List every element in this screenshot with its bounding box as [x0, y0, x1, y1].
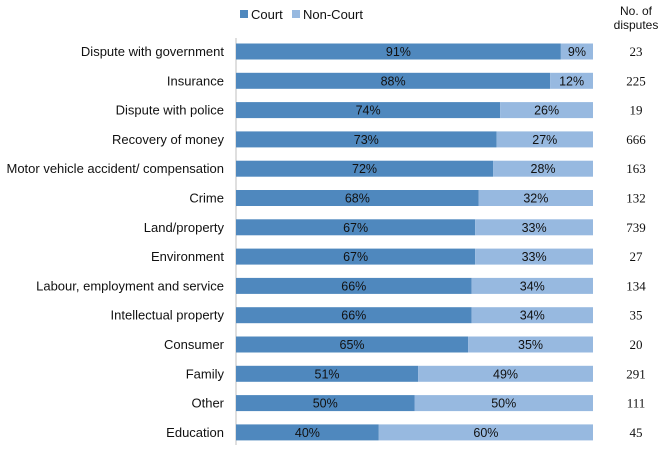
data-label-court: 68%: [345, 192, 370, 206]
dispute-count: 132: [626, 191, 646, 206]
data-label-non-court: 9%: [568, 45, 586, 59]
legend-swatch-non-court: [292, 10, 300, 18]
dispute-count: 739: [626, 220, 646, 235]
bar-non-court: [496, 131, 593, 148]
legend-label-court: Court: [251, 7, 283, 22]
category-label: Labour, employment and service: [36, 278, 224, 293]
data-label-non-court: 33%: [522, 250, 547, 264]
data-label-non-court: 33%: [522, 221, 547, 235]
bar-court: [236, 365, 419, 382]
data-label-court: 50%: [313, 397, 338, 411]
data-label-court: 67%: [343, 250, 368, 264]
data-label-non-court: 26%: [534, 104, 559, 118]
bar-non-court: [414, 395, 593, 412]
count-header-line1: No. of: [620, 4, 653, 18]
bar-court: [236, 72, 551, 89]
data-label-court: 72%: [352, 162, 377, 176]
data-label-court: 40%: [295, 426, 320, 440]
bar-non-court: [500, 102, 593, 119]
category-label: Education: [166, 425, 224, 440]
dispute-count: 23: [630, 44, 643, 59]
dispute-count: 134: [626, 278, 646, 293]
data-label-non-court: 60%: [473, 426, 498, 440]
bar-court: [236, 424, 379, 441]
legend-label-non-court: Non-Court: [303, 7, 363, 22]
dispute-count: 45: [630, 425, 643, 440]
dispute-count: 35: [630, 308, 643, 323]
data-label-court: 74%: [356, 104, 381, 118]
bar-court: [236, 131, 497, 148]
category-label: Motor vehicle accident/ compensation: [6, 161, 224, 176]
data-label-non-court: 34%: [520, 309, 545, 323]
data-label-non-court: 49%: [493, 367, 518, 381]
data-label-non-court: 27%: [532, 133, 557, 147]
category-label: Other: [191, 396, 224, 411]
category-label: Consumer: [164, 337, 225, 352]
bar-non-court: [378, 424, 593, 441]
bar-non-court: [471, 307, 593, 324]
data-label-non-court: 34%: [520, 279, 545, 293]
bar-non-court: [475, 248, 593, 265]
data-label-non-court: 12%: [559, 74, 584, 88]
category-label: Family: [186, 366, 225, 381]
bar-court: [236, 248, 476, 265]
dispute-count: 666: [626, 132, 646, 147]
dispute-count: 20: [630, 337, 643, 352]
bar-non-court: [471, 277, 593, 294]
bar-non-court: [560, 43, 593, 60]
dispute-count: 27: [630, 249, 644, 264]
data-label-non-court: 28%: [531, 162, 556, 176]
legend-swatch-court: [240, 10, 248, 18]
category-label: Environment: [151, 249, 224, 264]
bar-court: [236, 219, 476, 236]
bar-court: [236, 395, 415, 412]
dispute-count: 225: [626, 73, 646, 88]
data-label-court: 66%: [341, 309, 366, 323]
bar-court: [236, 102, 501, 119]
bar-court: [236, 190, 479, 206]
category-label: Dispute with police: [116, 103, 224, 118]
bar-court: [236, 307, 472, 324]
dispute-count: 19: [630, 103, 643, 118]
bar-non-court: [418, 365, 593, 382]
category-label: Crime: [189, 191, 224, 206]
data-label-court: 51%: [315, 367, 340, 381]
data-label-court: 91%: [386, 45, 411, 59]
data-label-non-court: 32%: [523, 192, 548, 206]
bar-non-court: [493, 160, 593, 177]
data-label-court: 66%: [341, 279, 366, 293]
category-label: Recovery of money: [112, 132, 224, 147]
bar-non-court: [550, 72, 593, 89]
category-label: Dispute with government: [81, 44, 224, 59]
data-label-non-court: 50%: [491, 397, 516, 411]
data-label-court: 88%: [381, 74, 406, 88]
data-label-court: 65%: [340, 338, 365, 352]
category-label: Land/property: [144, 220, 225, 235]
data-label-court: 73%: [354, 133, 379, 147]
count-header-line2: disputes: [614, 18, 659, 32]
bar-non-court: [468, 336, 593, 353]
category-label: Insurance: [167, 73, 224, 88]
dispute-count: 291: [626, 366, 646, 381]
bar-court: [236, 43, 561, 60]
dispute-count: 111: [627, 396, 646, 411]
bar-non-court: [478, 190, 593, 206]
category-label: Intellectual property: [111, 308, 225, 323]
dispute-count: 163: [626, 161, 646, 176]
data-label-non-court: 35%: [518, 338, 543, 352]
bar-court: [236, 277, 472, 294]
bar-non-court: [475, 219, 593, 236]
bar-court: [236, 160, 494, 177]
bar-court: [236, 336, 469, 353]
data-label-court: 67%: [343, 221, 368, 235]
